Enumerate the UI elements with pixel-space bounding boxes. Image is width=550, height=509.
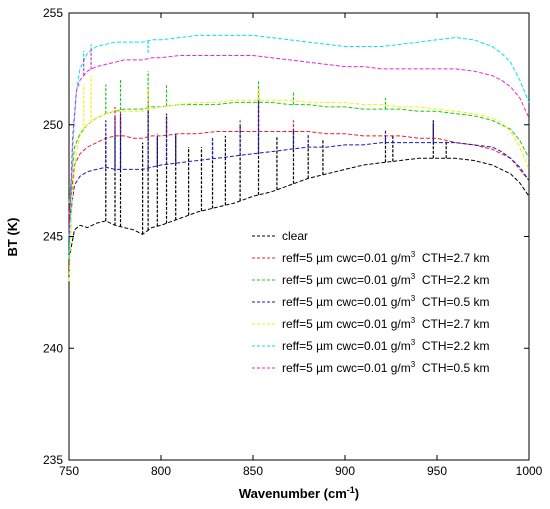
series-line — [68, 101, 530, 204]
legend-entry: reff=5 µm cwc=0.01 g/m3 CTH=2.7 km — [282, 250, 490, 265]
legend: clear reff=5 µm cwc=0.01 g/m3 CTH=2.7 km r… — [252, 229, 490, 375]
legend-entry: reff=5 µm cwc=0.01 g/m3 CTH=2.7 km — [282, 316, 490, 331]
series-line — [68, 142, 530, 226]
series-line — [68, 55, 530, 237]
x-tick-label: 950 — [427, 464, 447, 478]
legend-entry: reff=5 µm cwc=0.01 g/m3 CTH=0.5 km — [282, 360, 490, 375]
series-layer — [68, 34, 530, 282]
y-tick-label: 255 — [43, 6, 63, 20]
x-tick-label: 750 — [59, 464, 79, 478]
series-2 — [68, 71, 530, 204]
legend-entry: clear — [282, 229, 308, 243]
series-line — [68, 34, 530, 259]
y-tick-label: 235 — [43, 453, 63, 467]
series-line — [68, 157, 530, 259]
ticks-layer: 750 800 850 900 950 1000 235 240 245 250 255 — [43, 6, 543, 478]
x-tick-label: 850 — [243, 464, 263, 478]
x-tick-label: 800 — [151, 464, 171, 478]
x-tick-label: 900 — [335, 464, 355, 478]
series-line — [68, 99, 530, 282]
legend-entry: reff=5 µm cwc=0.01 g/m3 CTH=2.2 km — [282, 338, 490, 353]
plot-area — [68, 12, 530, 461]
series-4 — [68, 75, 530, 282]
y-tick-label: 250 — [43, 118, 63, 132]
y-axis-label: BT (K) — [5, 218, 20, 257]
y-tick-label: 240 — [43, 341, 63, 355]
legend-entry: reff=5 µm cwc=0.01 g/m3 CTH=0.5 km — [282, 294, 490, 309]
legend-entry: reff=5 µm cwc=0.01 g/m3 CTH=2.2 km — [282, 272, 490, 287]
x-tick-label: 1000 — [516, 464, 543, 478]
x-axis-label: Wavenumber (cm-1) — [239, 485, 359, 501]
y-tick-label: 245 — [43, 230, 63, 244]
series-6 — [68, 48, 530, 237]
